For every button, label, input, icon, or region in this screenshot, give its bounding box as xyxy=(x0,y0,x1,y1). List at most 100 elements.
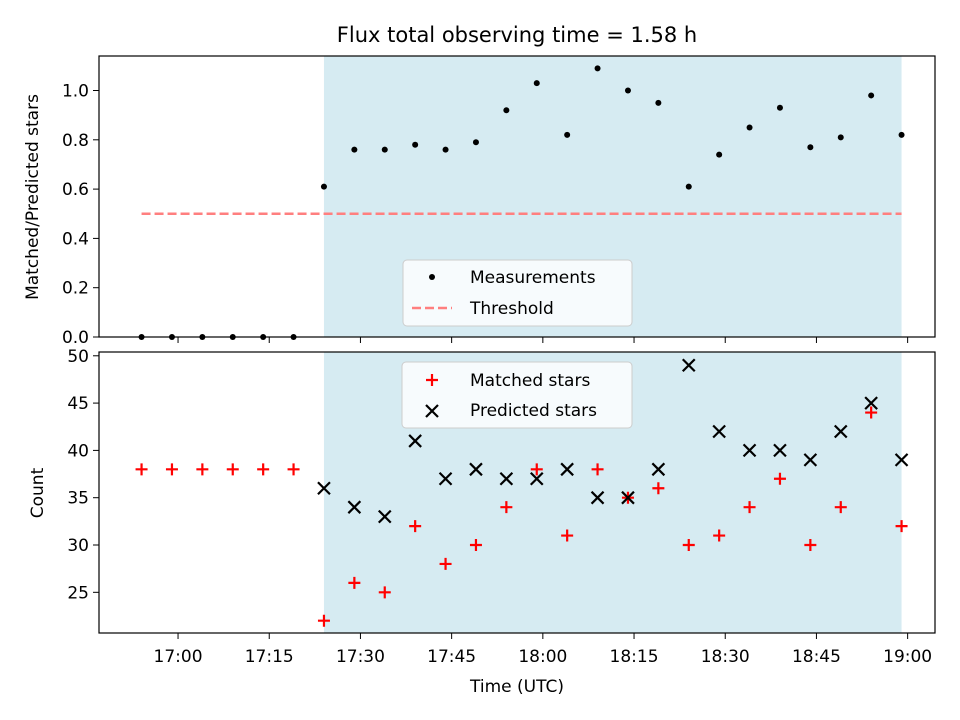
measurement-point xyxy=(412,141,419,148)
chart-title: Flux total observing time = 1.58 h xyxy=(337,23,697,47)
matched-star-point xyxy=(652,482,665,495)
legend-predicted-marker xyxy=(425,404,439,418)
matched-star-point xyxy=(378,586,391,599)
legend-measurements-label: Measurements xyxy=(470,268,596,288)
y-tick-label: 0.8 xyxy=(62,131,89,151)
predicted-star-point xyxy=(469,462,483,477)
top-panel-legend: Measurements Threshold xyxy=(402,259,633,327)
predicted-star-point xyxy=(408,434,422,448)
predicted-star-point xyxy=(621,490,635,505)
measurement-point xyxy=(746,124,753,131)
top-panel-y-axis-label: Matched/Predicted stars xyxy=(23,94,43,300)
y-tick-label: 30 xyxy=(67,536,89,556)
predicted-star-point xyxy=(499,472,514,486)
legend-measurements-marker xyxy=(429,274,435,280)
legend-matched-label: Matched stars xyxy=(470,371,590,391)
y-tick-label: 40 xyxy=(67,441,89,461)
x-tick-label: 18:45 xyxy=(792,647,841,667)
bottom-panel-frame xyxy=(98,351,936,634)
matched-star-point xyxy=(895,520,908,533)
measurement-point xyxy=(320,183,327,190)
predicted-star-point xyxy=(529,472,544,486)
predicted-star-point xyxy=(894,453,909,467)
predicted-star-point xyxy=(438,472,453,486)
measurement-point xyxy=(624,87,631,94)
matched-star-point xyxy=(713,529,726,542)
matched-star-point xyxy=(591,463,604,476)
matched-star-point xyxy=(317,614,330,627)
top-panel-x-ticks xyxy=(177,337,909,343)
measurement-point xyxy=(351,146,358,153)
x-tick-label: 17:30 xyxy=(336,647,385,667)
predicted-star-point xyxy=(773,443,787,458)
x-tick-label: 19:00 xyxy=(883,647,932,667)
predicted-star-point xyxy=(651,462,666,477)
measurement-point xyxy=(442,146,449,153)
top-panel-frame xyxy=(98,55,936,338)
y-tick-label: 0.0 xyxy=(62,328,89,348)
x-tick-label: 17:45 xyxy=(427,647,476,667)
x-tick-label: 17:00 xyxy=(154,647,203,667)
top-panel: 0.0 0.2 0.4 0.6 0.8 1.0 Matched/Predicted sta… xyxy=(23,55,936,348)
x-tick-label: 18:00 xyxy=(518,647,567,667)
matched-star-point xyxy=(865,406,878,419)
y-tick-label: 50 xyxy=(67,347,89,367)
bottom-panel-y-ticks: 25 30 35 40 45 50 xyxy=(67,347,99,603)
predicted-star-point xyxy=(681,358,696,373)
matched-star-point xyxy=(743,501,756,514)
y-tick-label: 1.0 xyxy=(62,82,89,102)
matched-star-point xyxy=(287,463,300,476)
matched-star-point xyxy=(804,539,817,552)
top-legend-box xyxy=(402,259,633,327)
measurement-point xyxy=(564,131,571,138)
bottom-panel-legend: Matched stars Predicted stars xyxy=(401,361,633,429)
predicted-star-point xyxy=(742,443,757,458)
matched-star-point xyxy=(135,463,148,476)
matched-star-point xyxy=(409,520,422,533)
bottom-panel-marks xyxy=(135,358,909,627)
matched-star-point xyxy=(469,539,482,552)
matched-star-point xyxy=(773,472,786,485)
measurement-point xyxy=(685,183,692,190)
legend-predicted-label: Predicted stars xyxy=(470,401,597,421)
y-tick-label: 0.4 xyxy=(62,229,89,249)
predicted-star-point xyxy=(347,500,362,514)
measurement-point xyxy=(868,92,875,99)
bottom-legend-box xyxy=(401,361,633,429)
matched-star-point xyxy=(348,576,361,589)
matched-star-point xyxy=(257,463,270,476)
predicted-star-point xyxy=(377,509,392,524)
predicted-star-point xyxy=(833,424,848,439)
measurement-point xyxy=(776,104,783,111)
measurement-point xyxy=(837,134,844,141)
matched-star-point xyxy=(165,463,178,476)
bottom-panel-y-axis-label: Count xyxy=(28,467,48,518)
measurement-point xyxy=(381,146,388,153)
legend-matched-marker xyxy=(426,374,438,386)
measurement-point xyxy=(716,151,723,158)
measurement-point xyxy=(472,139,479,146)
measurement-point xyxy=(807,144,814,151)
predicted-star-point xyxy=(317,481,331,496)
measurement-point xyxy=(503,107,510,114)
measurement-point xyxy=(594,65,601,72)
predicted-star-point xyxy=(864,396,878,410)
measurement-point xyxy=(898,131,905,138)
predicted-star-point xyxy=(712,424,726,439)
matched-star-point xyxy=(500,501,513,514)
matched-star-point xyxy=(834,501,847,514)
y-tick-label: 25 xyxy=(67,583,89,603)
x-tick-label: 18:15 xyxy=(610,647,659,667)
bottom-panel: 25 30 35 40 45 50 17:00 17:15 17:30 17:45 18:00 18… xyxy=(28,347,936,697)
x-axis-label: Time (UTC) xyxy=(469,677,564,697)
predicted-star-point xyxy=(590,490,605,505)
y-tick-label: 0.2 xyxy=(62,279,89,299)
legend-threshold-label: Threshold xyxy=(469,299,554,319)
bottom-panel-x-ticks: 17:00 17:15 17:30 17:45 18:00 18:15 18:30 18:45… xyxy=(154,633,932,667)
measurement-point xyxy=(533,80,540,87)
matched-star-point xyxy=(196,463,209,476)
y-tick-label: 45 xyxy=(67,394,89,414)
matched-star-point xyxy=(439,557,452,570)
x-tick-label: 18:30 xyxy=(701,647,750,667)
